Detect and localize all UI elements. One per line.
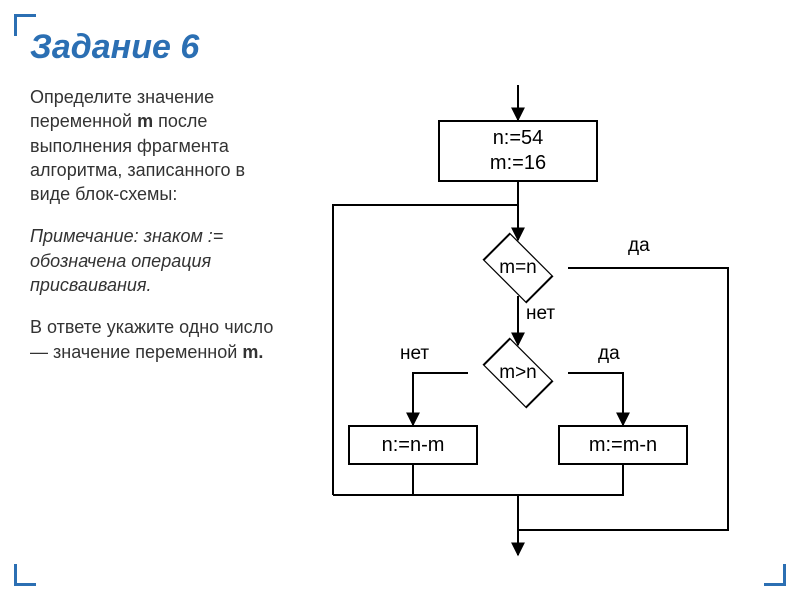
slide: Задание 6 Определите значение переменной… bbox=[30, 28, 770, 572]
task-text: Определите значение переменной m после в… bbox=[30, 85, 290, 565]
task-paragraph-1: Определите значение переменной m после в… bbox=[30, 85, 290, 206]
node-cond-greater: m>n bbox=[468, 345, 568, 401]
node-cond-equal: m=n bbox=[468, 240, 568, 296]
task-paragraph-3: В ответе укажите одно число — значение п… bbox=[30, 315, 290, 364]
label-yes-2: да bbox=[598, 343, 620, 365]
node-init: n:=54m:=16 bbox=[438, 120, 598, 182]
label-no-2: нет bbox=[400, 343, 429, 365]
node-assign-n: n:=n-m bbox=[348, 425, 478, 465]
flowchart: n:=54m:=16 m=n m>n n:=n-m m:=m-n да нет … bbox=[308, 85, 758, 565]
label-no-1: нет bbox=[526, 303, 555, 325]
task-note: Примечание: знаком := обозначена операци… bbox=[30, 224, 290, 297]
content-row: Определите значение переменной m после в… bbox=[30, 85, 770, 565]
node-cond-greater-label: m>n bbox=[499, 362, 537, 384]
node-assign-m: m:=m-n bbox=[558, 425, 688, 465]
label-yes-1: да bbox=[628, 235, 650, 257]
node-cond-equal-label: m=n bbox=[499, 257, 537, 279]
page-title: Задание 6 bbox=[30, 28, 770, 67]
